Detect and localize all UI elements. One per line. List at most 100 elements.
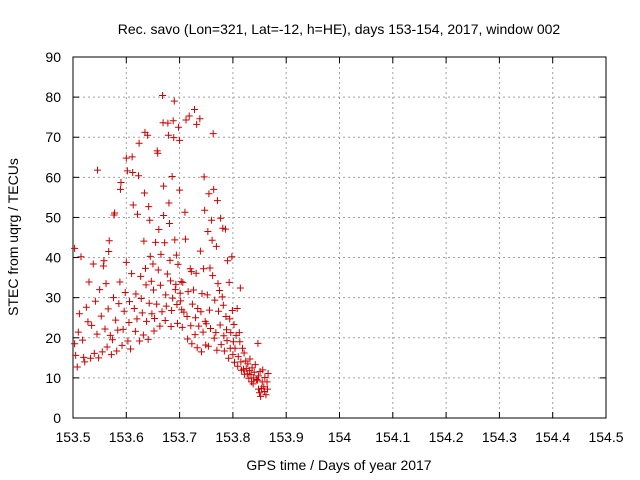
data-point	[127, 345, 135, 353]
data-point	[191, 331, 199, 339]
data-point	[259, 366, 267, 374]
data-point	[159, 92, 167, 100]
y-tick-label: 80	[45, 89, 61, 105]
data-point	[228, 253, 236, 261]
data-point	[142, 281, 150, 289]
data-point	[166, 256, 174, 264]
data-point	[93, 330, 101, 338]
data-point	[129, 201, 137, 209]
data-point	[184, 288, 192, 296]
data-point	[144, 131, 152, 139]
data-point	[196, 247, 204, 255]
y-tick-label: 60	[45, 169, 61, 185]
x-tick-label: 154.4	[535, 429, 570, 445]
data-point	[97, 312, 105, 320]
data-point	[238, 344, 246, 352]
data-point	[122, 258, 130, 266]
y-tick-label: 10	[45, 370, 61, 386]
data-point	[161, 317, 169, 325]
data-point	[71, 340, 79, 348]
data-point	[164, 119, 172, 127]
data-point	[167, 323, 175, 331]
data-point	[162, 302, 170, 310]
data-point	[171, 236, 179, 244]
data-point	[181, 235, 189, 243]
data-point	[130, 304, 138, 312]
data-point	[211, 296, 219, 304]
data-point	[164, 131, 172, 139]
data-point	[133, 210, 141, 218]
data-point	[120, 307, 128, 315]
data-point	[146, 216, 154, 224]
data-point	[173, 300, 181, 308]
data-point	[172, 280, 180, 288]
data-point	[215, 307, 223, 315]
data-point	[145, 299, 153, 307]
y-tick-label: 20	[45, 330, 61, 346]
data-point	[168, 307, 176, 315]
data-point	[223, 326, 231, 334]
data-point	[252, 375, 260, 383]
data-point	[155, 225, 163, 233]
data-point	[101, 325, 109, 333]
data-point	[116, 278, 124, 286]
data-point	[254, 372, 262, 380]
y-axis-label: STEC from uqrg / TECUs	[5, 158, 21, 316]
data-point	[117, 179, 125, 187]
x-tick-label: 153.6	[109, 429, 144, 445]
data-point	[192, 314, 200, 322]
data-point	[165, 219, 173, 227]
data-point	[203, 291, 211, 299]
data-point	[105, 248, 113, 256]
x-tick-label: 154	[328, 429, 352, 445]
data-point	[100, 257, 108, 265]
data-point	[115, 300, 123, 308]
data-point	[124, 337, 132, 345]
data-point	[219, 301, 227, 309]
data-point	[79, 336, 87, 344]
data-point	[154, 266, 162, 274]
data-point	[125, 298, 133, 306]
data-point	[240, 349, 248, 357]
data-point	[246, 355, 254, 363]
data-point	[231, 344, 239, 352]
data-point	[105, 237, 113, 245]
data-point	[110, 294, 118, 302]
data-point	[171, 286, 179, 294]
data-point	[136, 337, 144, 345]
x-axis-label: GPS time / Days of year 2017	[246, 457, 431, 473]
data-point	[236, 338, 244, 346]
data-point	[131, 327, 139, 335]
data-point	[209, 272, 217, 280]
data-point	[156, 322, 164, 330]
grid-lines	[73, 57, 606, 418]
data-point	[194, 304, 202, 312]
data-point	[260, 383, 268, 391]
data-point	[220, 347, 228, 355]
y-tick-label: 30	[45, 290, 61, 306]
data-point	[99, 262, 107, 270]
data-point	[184, 335, 192, 343]
data-point	[205, 190, 213, 198]
data-point	[199, 328, 207, 336]
data-point	[170, 134, 178, 142]
data-point	[226, 315, 234, 323]
x-tick-label: 153.9	[269, 429, 304, 445]
data-point	[82, 303, 90, 311]
data-point	[170, 97, 178, 105]
x-tick-label: 154.5	[588, 429, 623, 445]
data-point	[169, 294, 177, 302]
data-point	[80, 353, 88, 361]
x-tick-label: 153.8	[215, 429, 250, 445]
data-point	[148, 310, 156, 318]
data-point	[122, 154, 130, 162]
data-point	[261, 373, 269, 381]
data-point	[183, 313, 191, 321]
data-point	[208, 216, 216, 224]
data-point	[173, 319, 181, 327]
data-point	[248, 364, 256, 372]
data-point	[230, 321, 238, 329]
x-tick-label: 154.2	[429, 429, 464, 445]
